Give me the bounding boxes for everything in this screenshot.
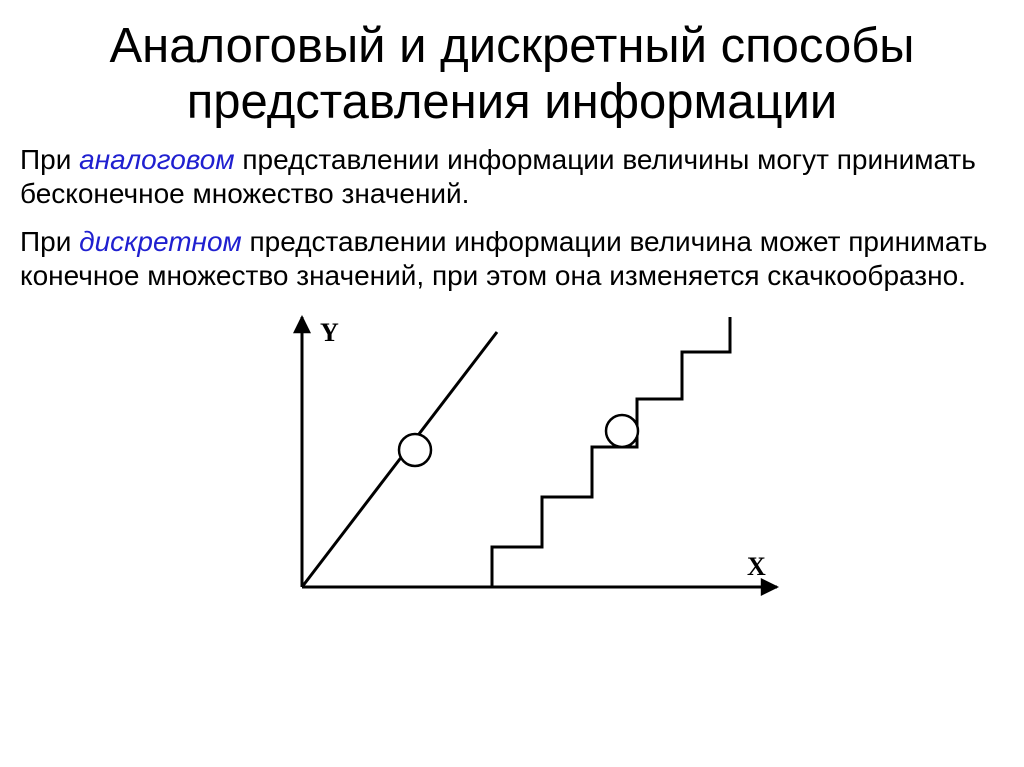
analog-discrete-diagram: YX [232,307,792,617]
para2-emph: дискретном [79,226,242,257]
para1-pre: При [20,144,79,175]
svg-text:X: X [747,552,766,581]
paragraph-discrete: При дискретном представлении информации … [20,225,1004,293]
diagram-container: YX [20,307,1004,617]
para2-pre: При [20,226,79,257]
paragraph-analog: При аналоговом представлении информации … [20,143,1004,211]
para1-emph: аналоговом [79,144,234,175]
svg-text:Y: Y [320,318,339,347]
page-title: Аналоговый и дискретный способы представ… [20,18,1004,131]
